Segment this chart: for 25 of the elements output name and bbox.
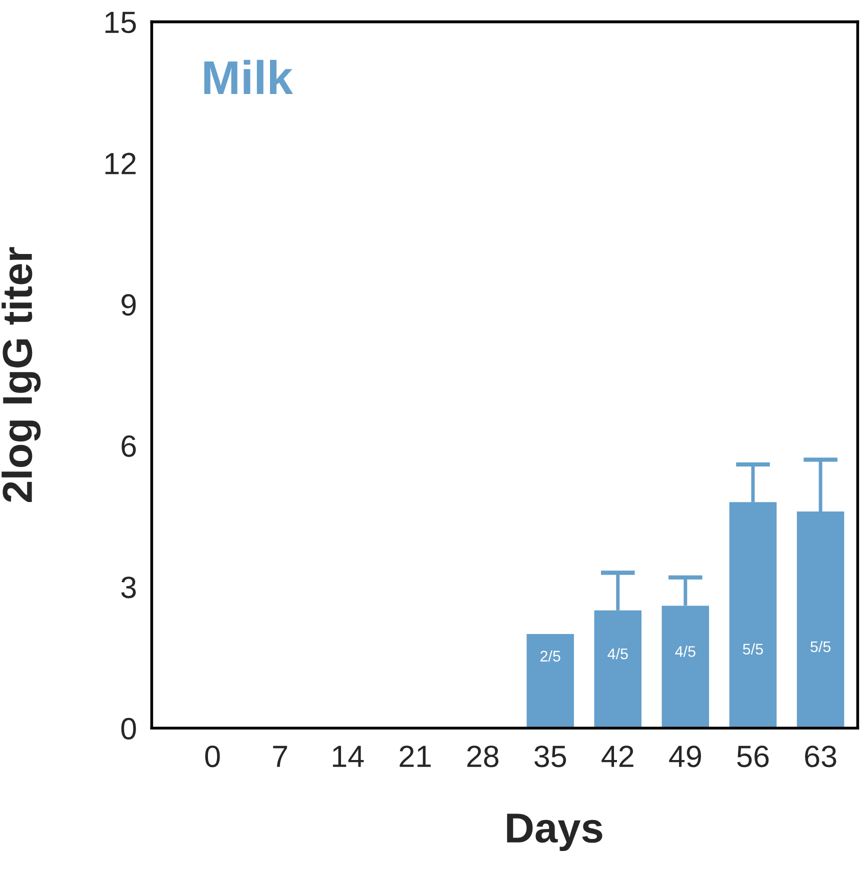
x-tick-label: 7 xyxy=(273,746,288,767)
x-tick-label: 56 xyxy=(737,746,769,768)
x-tick-label: 21 xyxy=(400,746,431,767)
x-tick-label: 49 xyxy=(669,746,701,768)
bar xyxy=(526,634,574,728)
y-tick-label: 6 xyxy=(122,435,136,457)
y-axis-title: 2log IgG titer xyxy=(2,247,41,502)
annotation: 4/5 xyxy=(675,646,696,657)
x-tick-label: 42 xyxy=(602,746,634,767)
annotation: 5/5 xyxy=(742,643,763,655)
x-tick-label: 0 xyxy=(205,746,220,768)
text: Milk xyxy=(204,60,294,94)
y-tick-label: 15 xyxy=(105,12,136,34)
annotation: 2/5 xyxy=(540,650,560,662)
x-tick-label: 35 xyxy=(534,746,566,768)
y-tick-label: 9 xyxy=(122,294,136,316)
y-tick-label: 3 xyxy=(121,576,136,598)
x-axis-title: Days xyxy=(507,814,602,851)
annotation: 4/5 xyxy=(608,648,628,660)
annotation: 5/5 xyxy=(810,640,831,652)
x-tick-label: 28 xyxy=(467,746,498,768)
y-tick-label: 12 xyxy=(105,152,136,174)
x-tick-label: 63 xyxy=(805,746,836,768)
x-tick-label: 14 xyxy=(332,746,364,767)
y-tick-label: 0 xyxy=(121,718,136,740)
